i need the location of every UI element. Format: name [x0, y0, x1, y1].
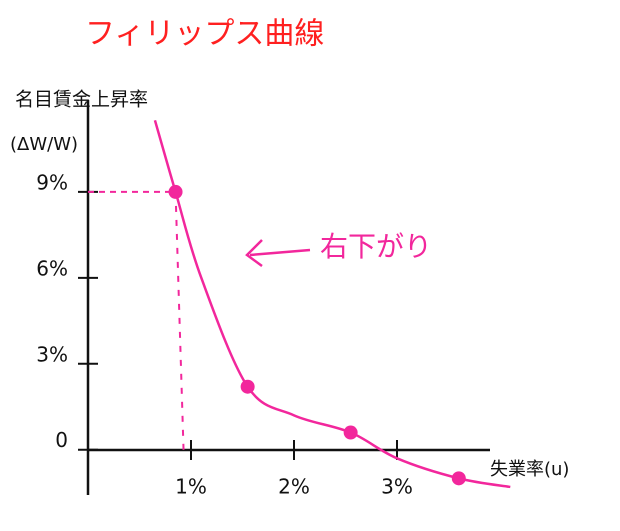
y-tick-label: 6% — [36, 256, 68, 280]
x-tick-label: 2% — [278, 475, 310, 499]
y-axis-label: 名目賃金上昇率 — [15, 89, 148, 111]
arrow-shaft — [249, 248, 311, 257]
arrow-head — [245, 239, 263, 268]
data-point — [343, 425, 358, 440]
x-tick-label: 3% — [381, 475, 413, 499]
data-point — [451, 471, 466, 486]
chart-title: フィリップス曲線 — [85, 17, 324, 52]
data-point — [168, 184, 183, 199]
x-tick-label: 1% — [175, 475, 207, 499]
data-point — [240, 379, 255, 394]
curve — [153, 119, 511, 489]
y-axis-unit: (ΔW/W) — [10, 134, 78, 155]
y-tick-label: 3% — [36, 342, 68, 366]
y-tick-label: 9% — [36, 170, 68, 194]
annotation: 右下がり — [320, 230, 432, 263]
guide-line — [174, 191, 185, 451]
y-tick-label: 0 — [55, 428, 68, 452]
x-axis-label: 失業率(u) — [490, 459, 569, 480]
